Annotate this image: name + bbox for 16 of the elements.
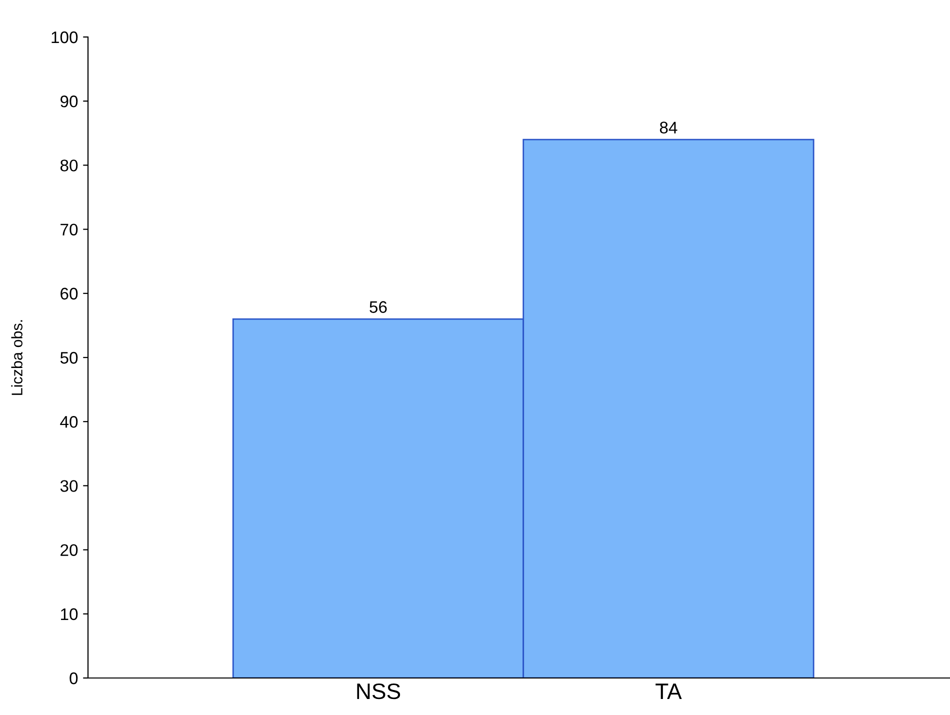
y-tick-label: 90 [60, 96, 78, 108]
data-label: 56 [370, 301, 387, 313]
x-tick-label: TA [656, 684, 682, 699]
y-tick-label: 70 [60, 224, 78, 236]
data-label: 84 [660, 122, 678, 134]
y-tick-label: 0 [70, 672, 78, 684]
y-tick-label: 60 [60, 288, 78, 300]
y-tick-label: 40 [60, 416, 78, 428]
y-tick-label: 10 [61, 608, 78, 620]
y-tick-label: 80 [60, 160, 78, 172]
y-tick-label: 50 [60, 352, 78, 364]
y-tick-label: 100 [52, 31, 78, 44]
x-tick-label: NSS [357, 683, 400, 700]
y-axis-title: Liczba obs. [11, 320, 22, 395]
y-tick-label: 30 [60, 480, 78, 492]
y-tick-label: 20 [60, 544, 78, 556]
